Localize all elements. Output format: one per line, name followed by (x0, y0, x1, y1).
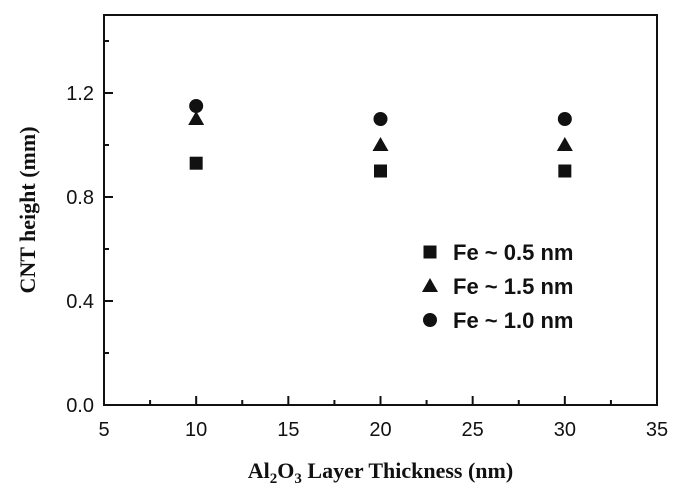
y-tick-label: 0.8 (66, 187, 94, 209)
y-tick-label: 1.2 (66, 83, 94, 105)
x-title-subscript: 3 (294, 471, 302, 487)
y-tick-label: 0.0 (66, 395, 94, 417)
legend-label: Fe ~ 0.5 nm (453, 240, 573, 265)
data-point-circle (557, 112, 572, 126)
data-point-circle (189, 99, 204, 113)
data-point-triangle (556, 137, 573, 151)
x-tick-label: 25 (462, 419, 484, 441)
legend-label: Fe ~ 1.0 nm (453, 308, 573, 333)
data-point-triangle (372, 137, 389, 151)
data-point-square (558, 164, 572, 178)
x-tick-label: 20 (369, 419, 391, 441)
data-point-square (374, 164, 387, 178)
legend: Fe ~ 0.5 nm Fe ~ 1.5 nm Fe ~ 1.0 nm (422, 240, 573, 333)
y-tick-label: 0.4 (66, 291, 94, 313)
tick-labels: 5 10 15 20 25 30 35 0.0 0.4 0.8 1.2 (66, 83, 668, 441)
plot-frame (103, 14, 658, 406)
legend-marker-circle (423, 313, 437, 327)
x-tick-label: 10 (185, 419, 207, 441)
x-title-text: O (277, 458, 294, 483)
y-axis-title: CNT height (mm) (15, 126, 40, 293)
data-point-circle (373, 112, 388, 126)
data-point-square (189, 156, 203, 170)
x-tick-label: 35 (646, 419, 668, 441)
legend-marker-triangle (422, 278, 438, 292)
x-tick-label: 5 (98, 419, 109, 441)
x-title-text: Layer Thickness (nm) (302, 458, 513, 483)
data-point-triangle (188, 111, 205, 125)
legend-marker-square (423, 245, 437, 259)
x-axis-title: Al2O3 Layer Thickness (nm) (248, 458, 513, 487)
x-tick-label: 15 (277, 419, 299, 441)
x-title-subscript: 2 (270, 471, 278, 487)
axis-ticks (103, 40, 658, 406)
x-tick-label: 30 (554, 419, 576, 441)
data-points (188, 99, 573, 178)
x-title-text: Al (248, 458, 270, 483)
legend-label: Fe ~ 1.5 nm (453, 274, 573, 299)
